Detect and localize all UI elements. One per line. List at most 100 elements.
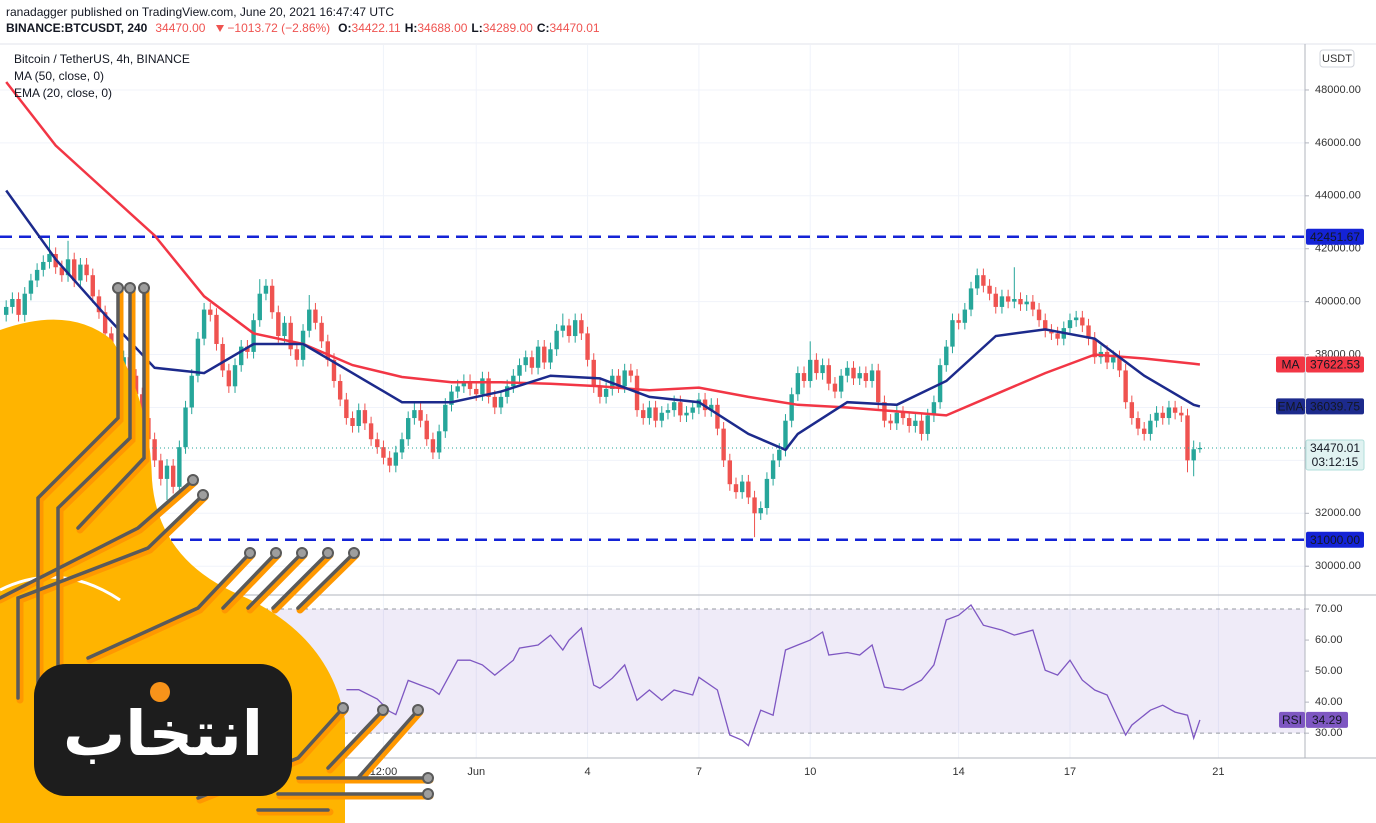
candle-body bbox=[1197, 447, 1203, 450]
candle-body bbox=[96, 296, 102, 313]
candle-body bbox=[913, 420, 918, 426]
candle-body bbox=[41, 261, 46, 270]
down-arrow bbox=[216, 25, 224, 32]
candle-body bbox=[548, 349, 553, 363]
y-tick-label: 44000.00 bbox=[1315, 190, 1361, 202]
legend-entry: MA (50, close, 0) bbox=[14, 69, 104, 83]
circuit-nodes bbox=[112, 282, 434, 800]
x-tick-label: 7 bbox=[696, 766, 702, 778]
candle-body bbox=[962, 309, 968, 323]
candle-body bbox=[412, 410, 417, 419]
candle-body bbox=[659, 412, 664, 421]
candle-body bbox=[987, 285, 992, 294]
candle-body bbox=[65, 259, 71, 276]
candle-body bbox=[739, 481, 745, 493]
candle-body bbox=[560, 325, 566, 331]
candle-body bbox=[956, 320, 961, 323]
candle-body bbox=[245, 346, 250, 352]
candle-body bbox=[1012, 298, 1017, 302]
candle-body bbox=[1030, 301, 1036, 310]
last-price-box bbox=[1305, 439, 1365, 471]
candle-body bbox=[1129, 402, 1135, 419]
candle-body bbox=[820, 365, 825, 374]
candle-body bbox=[511, 375, 516, 387]
change: −1013.72 (−2.86%) bbox=[227, 21, 330, 35]
rsi-tag: RSI bbox=[1282, 713, 1302, 727]
candle-body bbox=[59, 267, 65, 276]
candle-body bbox=[102, 312, 108, 334]
candle-body bbox=[282, 322, 287, 337]
candle-body bbox=[269, 285, 275, 313]
publisher: ranadagger published on TradingView.com,… bbox=[6, 5, 394, 19]
ohlc-value: 34470.01 bbox=[549, 21, 599, 35]
x-tick-label: 10 bbox=[804, 766, 816, 778]
candle-body bbox=[684, 412, 689, 416]
candle-body bbox=[449, 391, 454, 405]
candle-body bbox=[158, 460, 164, 479]
y-tick-label: 30000.00 bbox=[1315, 560, 1361, 572]
candle-body bbox=[257, 293, 262, 321]
candle-body bbox=[84, 264, 89, 276]
candle-body bbox=[474, 388, 479, 395]
candle-body bbox=[950, 320, 955, 347]
candle-body bbox=[1104, 351, 1110, 363]
indicator-tag-box bbox=[1276, 398, 1305, 415]
candle-body bbox=[72, 259, 77, 281]
candle-body bbox=[22, 293, 27, 315]
candle-body bbox=[900, 412, 906, 419]
level-label: 31000.00 bbox=[1310, 533, 1360, 547]
candle-body bbox=[579, 320, 584, 334]
candle-body bbox=[436, 431, 442, 453]
candle-body bbox=[733, 484, 739, 493]
circuit-shadow bbox=[0, 286, 434, 816]
candle-body bbox=[232, 365, 238, 387]
candle-body bbox=[34, 269, 40, 281]
chart-title: Bitcoin / TetherUS, 4h, BINANCE bbox=[14, 52, 190, 66]
candle-body bbox=[603, 388, 609, 397]
candle-body bbox=[981, 275, 986, 286]
indicator-value-label-box bbox=[1306, 356, 1364, 373]
candle-body bbox=[375, 439, 380, 448]
candle-body bbox=[671, 402, 677, 411]
legend-entry: EMA (20, close, 0) bbox=[14, 86, 112, 100]
candle-body bbox=[999, 296, 1005, 307]
candle-body bbox=[78, 264, 83, 281]
x-tick-label: Jun bbox=[467, 766, 485, 778]
candle-body bbox=[777, 449, 782, 461]
candle-body bbox=[801, 373, 807, 382]
candle-body bbox=[1018, 298, 1023, 305]
candle-body bbox=[1185, 415, 1190, 461]
candle-body bbox=[993, 293, 998, 307]
candle-body bbox=[894, 412, 900, 424]
candle-body bbox=[170, 465, 176, 487]
candle-body bbox=[727, 460, 733, 485]
bitcoin-icon bbox=[150, 682, 170, 702]
y-tick-label: 40000.00 bbox=[1315, 296, 1361, 308]
candle-body bbox=[294, 349, 300, 360]
candle-body bbox=[1005, 296, 1011, 302]
indicator-tag: EMA bbox=[1277, 400, 1303, 414]
y-tick-label: 46000.00 bbox=[1315, 137, 1361, 149]
candle-body bbox=[752, 497, 757, 514]
logo-badge bbox=[34, 664, 292, 796]
indicator-line bbox=[5, 189, 1201, 452]
candle-body bbox=[1191, 449, 1196, 461]
candle-body bbox=[906, 418, 912, 426]
candle-body bbox=[1179, 412, 1184, 416]
candle-body bbox=[758, 508, 763, 514]
candle-body bbox=[919, 420, 924, 434]
candle-body bbox=[331, 359, 337, 382]
indicator-tag-box bbox=[1276, 356, 1305, 373]
candle-body bbox=[1117, 357, 1122, 371]
candle-body bbox=[480, 378, 485, 395]
candle-body bbox=[201, 309, 207, 339]
candle-body bbox=[492, 396, 497, 408]
rsi-line bbox=[346, 604, 1201, 747]
countdown: 03:12:15 bbox=[1312, 455, 1359, 469]
x-tick-label: 12:00 bbox=[370, 766, 398, 778]
symbol-line: BINANCE:BTCUSDT, 240 34470.00 −1013.72 (−2… bbox=[6, 21, 600, 35]
candle-body bbox=[832, 383, 838, 392]
candle-body bbox=[1166, 407, 1172, 419]
candle-body bbox=[393, 452, 399, 466]
